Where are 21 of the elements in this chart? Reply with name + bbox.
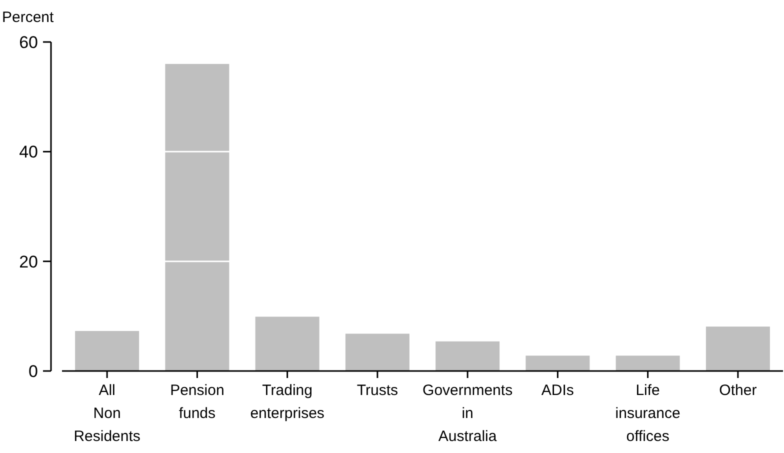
bar — [75, 330, 140, 371]
bar — [616, 356, 680, 371]
bar — [436, 341, 500, 371]
bar — [706, 326, 770, 371]
y-tick-label: 0 — [28, 362, 38, 381]
x-tick-label: Trading enterprises — [250, 382, 324, 422]
bar — [165, 64, 230, 371]
y-tick-label: 20 — [19, 252, 38, 272]
y-tick-label: 60 — [19, 32, 38, 52]
x-tick-label: Pension funds — [170, 382, 224, 422]
x-tick-label: ADIs — [541, 382, 574, 399]
bar — [345, 334, 410, 371]
bar — [526, 356, 590, 371]
x-tick-label: Other — [719, 382, 757, 399]
y-tick-label: 40 — [19, 142, 38, 162]
x-tick-label: Governments in Australia — [422, 382, 513, 445]
bar — [255, 316, 320, 371]
x-tick-label: Life insurance offices — [615, 382, 680, 445]
x-tick-label: All Non Residents — [74, 382, 140, 445]
x-tick-label: Trusts — [356, 382, 398, 399]
y-axis-title: Percent — [2, 9, 55, 26]
